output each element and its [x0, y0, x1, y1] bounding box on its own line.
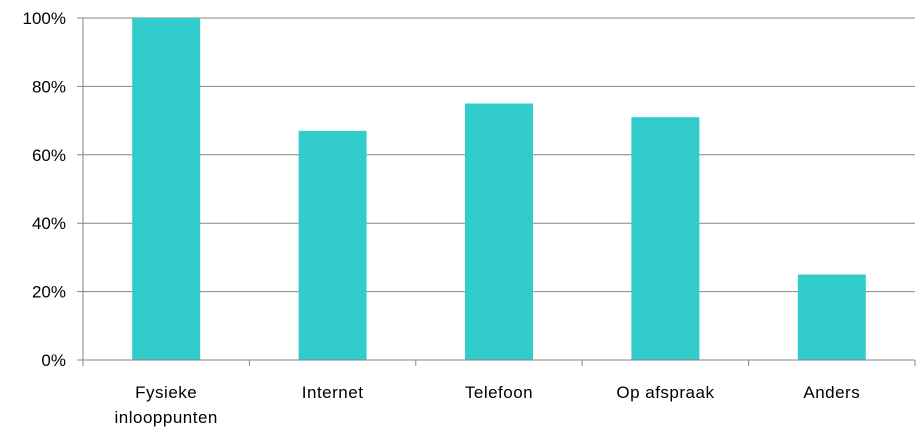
x-tick-label: Op afspraak: [616, 383, 714, 402]
bar: [132, 18, 201, 360]
x-tick-labels: Fysieke inlooppunten Internet Telefoon Op af…: [115, 383, 860, 427]
x-tick-label-line: inlooppunten: [115, 408, 218, 427]
axes: [77, 17, 916, 366]
x-tick-label-line: Telefoon: [465, 383, 533, 402]
y-tick-label: 0%: [41, 351, 66, 370]
x-tick-label-line: Op afspraak: [616, 383, 714, 402]
bar: [631, 117, 700, 361]
x-tick-label: Telefoon: [465, 383, 533, 402]
bar: [797, 274, 866, 360]
y-tick-labels: 0% 20% 40% 60% 80% 100%: [23, 9, 66, 370]
x-tick-label: Fysieke inlooppunten: [115, 383, 218, 427]
bar: [465, 103, 533, 360]
x-tick-label-line: Fysieke: [135, 383, 197, 402]
y-tick-label: 20%: [32, 283, 66, 302]
y-tick-label: 60%: [32, 146, 66, 165]
bars: [132, 18, 866, 361]
x-tick-label-line: Internet: [302, 383, 364, 402]
x-tick-label: Internet: [302, 383, 364, 402]
y-tick-label: 40%: [32, 214, 66, 233]
y-tick-label: 100%: [23, 9, 66, 28]
y-tick-label: 80%: [32, 77, 66, 96]
x-tick-label-line: Anders: [803, 383, 860, 402]
x-tick-label: Anders: [803, 383, 860, 402]
bar: [298, 130, 367, 360]
